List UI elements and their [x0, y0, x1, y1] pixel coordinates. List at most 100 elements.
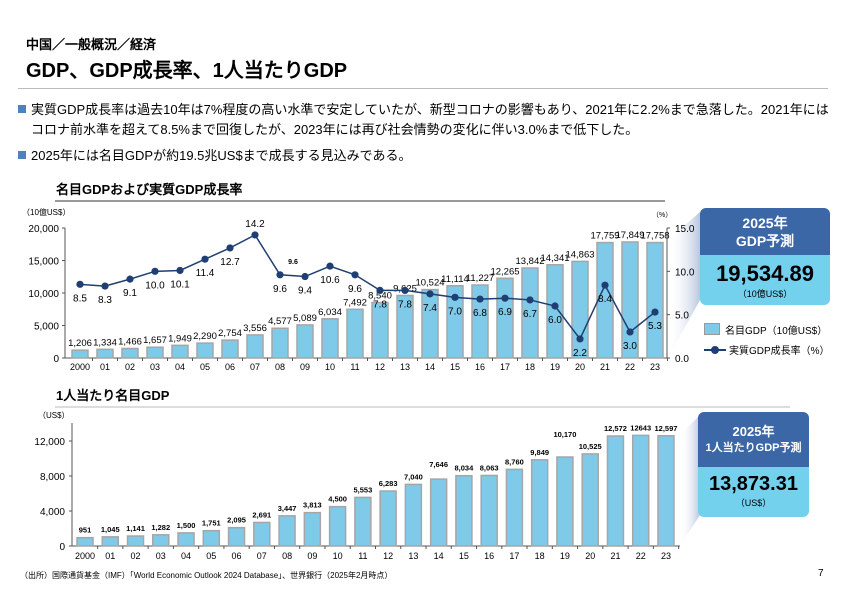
growth-label: 10.0	[145, 280, 165, 291]
x-tick-label: 21	[610, 551, 620, 561]
callout-fan	[680, 415, 700, 546]
growth-annotation: 9.6	[288, 259, 298, 266]
gdp-bar	[521, 267, 539, 359]
y-tick-label: 0	[59, 542, 65, 553]
per-capita-bar	[126, 535, 145, 547]
per-capita-forecast-value: 13,873.31	[709, 473, 798, 495]
per-capita-bar-label: 9,849	[530, 448, 549, 457]
growth-point	[626, 328, 634, 336]
per-capita-bar-label: 1,045	[101, 525, 120, 534]
per-capita-bar	[303, 511, 322, 547]
per-capita-bar-label: 12,597	[655, 424, 678, 433]
growth-point	[651, 308, 659, 316]
x-tick-label: 08	[275, 362, 285, 372]
per-capita-bar	[76, 536, 94, 547]
y-tick-label: 15,000	[28, 257, 59, 268]
x-tick-label: 11	[350, 362, 359, 372]
gdp-bar	[146, 346, 164, 359]
legend-item-growth: 実質GDP成長率（%）	[704, 342, 830, 358]
y-right-tick-label: 5.0	[675, 311, 689, 322]
per-capita-bar-label: 1,282	[151, 523, 170, 532]
y-axis-label: （US$）	[38, 411, 70, 420]
bullet-square-icon	[18, 151, 26, 159]
growth-point	[401, 286, 409, 294]
x-tick-label: 01	[105, 551, 115, 561]
per-capita-bar	[177, 532, 195, 547]
per-capita-bar-label: 10,170	[553, 430, 576, 439]
gdp-bar-label: 1,949	[168, 333, 192, 344]
growth-point	[451, 293, 459, 301]
growth-point	[351, 271, 359, 279]
gdp-bar-label: 5,089	[293, 313, 317, 324]
growth-point	[376, 286, 384, 294]
x-tick-label: 14	[425, 362, 435, 372]
growth-label: 6.8	[473, 308, 487, 319]
growth-point	[576, 335, 584, 343]
growth-point	[126, 275, 134, 283]
growth-point	[301, 272, 309, 281]
gdp-bar-label: 13,842	[515, 256, 544, 267]
per-capita-bar	[429, 478, 448, 547]
callout-title: 2025年	[742, 215, 788, 231]
gdp-bar	[371, 301, 389, 359]
per-capita-bar	[455, 474, 473, 547]
growth-point	[226, 244, 234, 252]
x-tick-label: 02	[125, 362, 135, 372]
x-tick-label: 22	[636, 551, 646, 561]
gdp-bar-label: 4,577	[268, 316, 292, 327]
gdp-bar	[196, 342, 214, 359]
gdp-bar	[96, 348, 114, 359]
per-capita-bar-label: 2,691	[252, 510, 271, 519]
growth-label: 9.4	[298, 286, 312, 297]
gdp-bar-label: 1,657	[143, 335, 167, 346]
growth-point	[176, 266, 184, 275]
x-tick-label: 17	[500, 362, 510, 372]
page-number: 7	[818, 568, 824, 579]
x-tick-label: 04	[175, 362, 185, 372]
callout-fan	[668, 212, 700, 358]
per-capita-bar	[202, 529, 221, 547]
growth-point	[476, 295, 484, 303]
x-tick-label: 21	[600, 362, 610, 372]
legend-item-gdp: 名目GDP（10億US$）	[704, 322, 830, 338]
x-tick-label: 10	[325, 362, 335, 372]
gdp-chart-title: 名目GDPおよび実質GDP成長率	[56, 182, 243, 197]
growth-label: 14.2	[245, 219, 265, 230]
per-capita-bar	[530, 459, 549, 547]
x-tick-label: 2000	[75, 551, 95, 561]
x-tick-label: 10	[333, 551, 343, 561]
callout-unit: （US$）	[735, 498, 772, 508]
x-tick-label: 02	[131, 551, 141, 561]
y-tick-label: 8,000	[40, 472, 65, 483]
x-tick-label: 11	[358, 551, 367, 561]
growth-point	[251, 231, 259, 239]
per-capita-bar-label: 3,447	[278, 504, 297, 513]
per-capita-bar-label: 8,034	[455, 464, 475, 473]
y-tick-label: 12,000	[34, 437, 65, 448]
growth-label: 9.1	[123, 288, 137, 299]
gdp-bar	[571, 260, 589, 359]
y-tick-label: 10,000	[28, 289, 59, 300]
gdp-bar-label: 1,334	[93, 337, 117, 348]
growth-point	[151, 267, 159, 275]
per-capita-bar-label: 12,572	[604, 424, 627, 433]
gdp-bar	[421, 288, 439, 359]
growth-point	[501, 294, 509, 302]
growth-label: 9.6	[273, 284, 287, 295]
per-capita-bar-label: 1,141	[126, 524, 145, 533]
source-note: （出所）国際通貨基金（IMF）「World Economic Outlook 2…	[20, 571, 393, 580]
growth-point	[276, 271, 284, 279]
per-capita-bar	[227, 526, 246, 547]
x-tick-label: 16	[475, 362, 485, 372]
legend-label: 実質GDP成長率（%）	[729, 346, 830, 357]
gdp-bar-label: 11,227	[466, 273, 494, 284]
growth-label: 6.0	[548, 315, 562, 326]
growth-label: 2.2	[573, 348, 587, 359]
x-tick-label: 22	[625, 362, 635, 372]
growth-label: 6.9	[498, 307, 512, 318]
gdp-bar-label: 3,556	[243, 323, 267, 334]
x-tick-label: 14	[434, 551, 444, 561]
per-capita-bar-label: 1,751	[202, 519, 221, 528]
per-capita-bar	[354, 496, 372, 547]
x-tick-label: 12	[383, 551, 393, 561]
